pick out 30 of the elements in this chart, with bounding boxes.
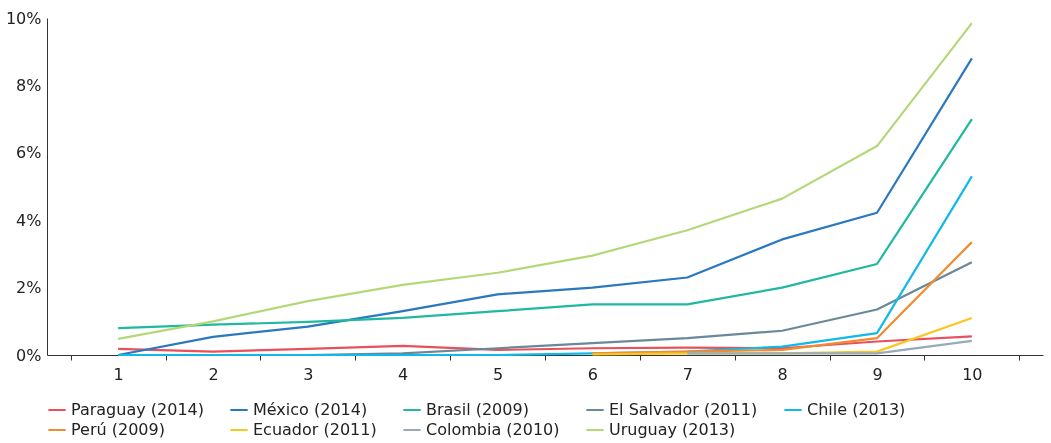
line-series: [591, 241, 973, 355]
legend-label: Chile (2013): [807, 400, 906, 419]
x-tick-label: 4: [398, 364, 409, 384]
x-tick-label: 10: [962, 364, 983, 384]
legend-label: Uruguay (2013): [609, 420, 736, 439]
x-tick-label: 1: [113, 364, 124, 384]
y-tick-label: 10%: [5, 8, 42, 28]
legend-label: El Salvador (2011): [609, 400, 758, 419]
x-tick-label: 9: [872, 364, 883, 384]
line-series: [117, 57, 973, 357]
legend-label: Ecuador (2011): [253, 420, 377, 439]
line-series: [117, 21, 973, 340]
y-tick-label: 0%: [16, 345, 42, 365]
legend-label: Perú (2009): [71, 420, 165, 439]
y-tick-label: 8%: [16, 75, 42, 95]
y-tick-label: 6%: [16, 143, 42, 163]
x-tick-label: 2: [208, 364, 219, 384]
x-tick-label: 3: [303, 364, 314, 384]
x-tick-label: 6: [587, 364, 599, 384]
x-tick-label: 5: [492, 364, 504, 384]
legend-label: Paraguay (2014): [71, 400, 204, 419]
legend-label: Brasil (2009): [426, 400, 529, 419]
x-tick-label: 8: [777, 364, 788, 384]
x-tick-label: 7: [682, 364, 693, 384]
line-series: [117, 118, 973, 330]
legend-label: México (2014): [253, 400, 368, 419]
y-tick-label: 2%: [16, 278, 42, 298]
y-tick-label: 4%: [16, 210, 42, 230]
line-series: [117, 335, 973, 353]
legend-label: Colombia (2010): [426, 420, 560, 439]
